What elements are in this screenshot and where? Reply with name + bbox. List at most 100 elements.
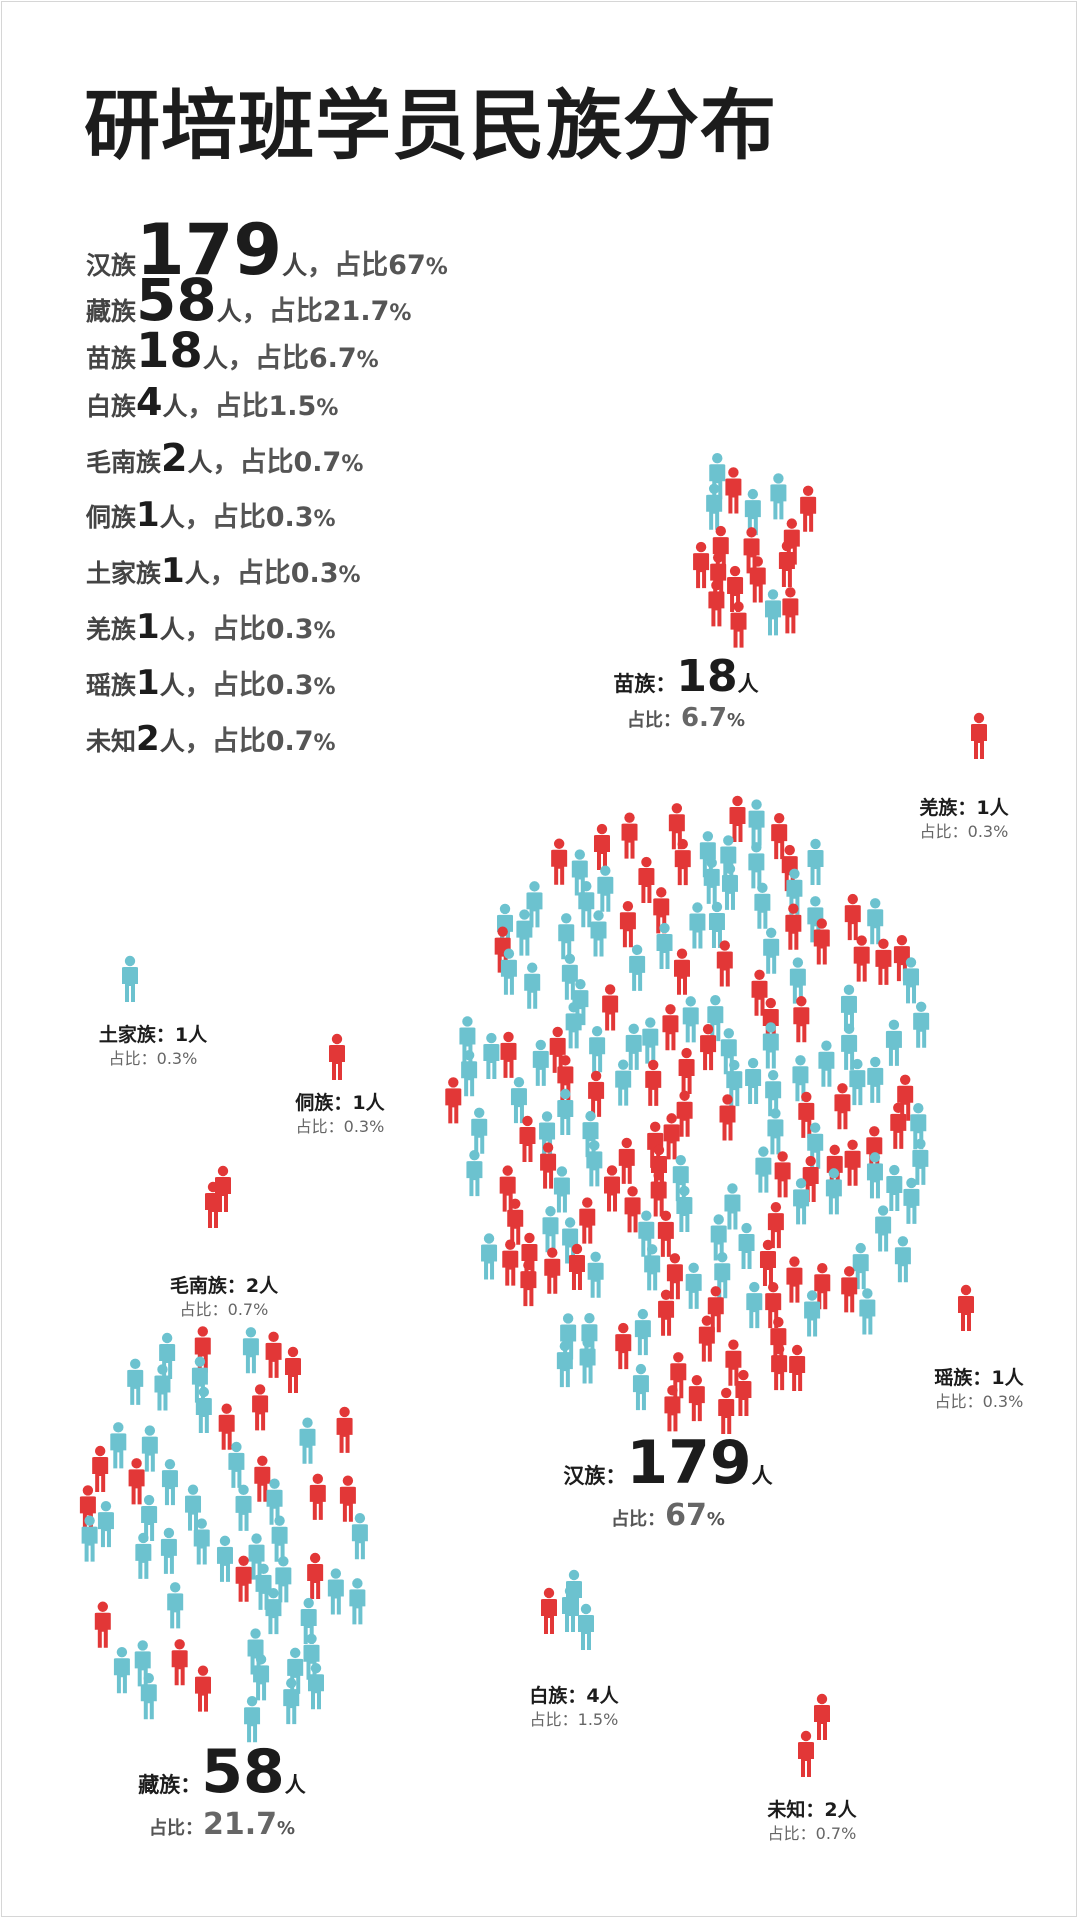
person-icon <box>500 948 517 995</box>
person-icon <box>789 957 806 1004</box>
person-icon <box>254 1455 271 1502</box>
label-han-count: 179 <box>626 1428 752 1498</box>
person-icon <box>244 1695 261 1743</box>
person-icon <box>551 838 568 885</box>
person-icon <box>128 1458 145 1505</box>
person-icon <box>565 1002 582 1049</box>
person-icon <box>841 1023 858 1070</box>
person-icon <box>656 922 673 970</box>
summary-name: 土家族 <box>86 559 162 588</box>
person-icon <box>516 909 533 956</box>
person-icon <box>724 1183 741 1230</box>
person-icon <box>710 1214 727 1261</box>
person-icon <box>615 1059 632 1106</box>
person-icon <box>336 1406 353 1453</box>
person-icon <box>526 881 543 928</box>
person-icon <box>524 962 541 1009</box>
person-icon <box>253 1654 270 1701</box>
person-icon <box>818 1040 835 1087</box>
person-icon <box>693 541 710 589</box>
person-icon <box>657 1210 674 1257</box>
person-icon <box>754 882 771 929</box>
person-icon <box>483 1032 500 1080</box>
person-icon <box>327 1568 344 1615</box>
summary-count: 18 <box>136 323 203 379</box>
person-icon <box>700 1023 717 1071</box>
person-icon <box>658 1289 675 1336</box>
person-icon <box>141 1494 158 1542</box>
person-icon <box>589 1025 606 1073</box>
person-icon <box>746 1281 763 1329</box>
label-miao-count: 18 <box>676 651 738 702</box>
person-icon <box>688 1374 705 1422</box>
person-icon <box>807 838 824 885</box>
summary-percent: ，占比0.3% <box>184 614 336 645</box>
summary-name: 苗族 <box>86 344 137 373</box>
person-icon <box>351 1513 368 1560</box>
person-icon <box>556 1340 573 1388</box>
label-qiang: 羌族：1人 占比：0.3% <box>919 797 1009 841</box>
person-icon <box>814 1263 831 1310</box>
summary-row: 苗族 18 人，占比6.7% <box>86 327 448 383</box>
person-icon <box>903 957 920 1004</box>
person-icon <box>540 1142 557 1189</box>
summary-name: 藏族 <box>86 297 137 326</box>
person-icon <box>674 838 691 886</box>
person-icon <box>349 1578 366 1625</box>
summary-name: 侗族 <box>86 503 137 532</box>
person-icon <box>519 1115 536 1162</box>
label-bai: 白族：4人 占比：1.5% <box>529 1685 619 1729</box>
person-icon <box>718 1387 735 1434</box>
summary-count: 1 <box>136 607 160 647</box>
summary-unit: 人 <box>162 392 188 421</box>
summary-unit: 人 <box>282 251 308 280</box>
person-icon <box>789 1344 806 1391</box>
person-icon <box>767 1201 784 1249</box>
summary-unit: 人 <box>187 448 213 477</box>
person-icon <box>568 1243 585 1290</box>
person-icon <box>785 903 802 950</box>
person-icon <box>615 1322 632 1370</box>
person-icon <box>662 1004 679 1051</box>
summary-percent: ，占比1.5% <box>187 391 339 422</box>
person-icon <box>195 1386 212 1434</box>
summary-row: 侗族 1 人，占比0.3% <box>86 495 448 551</box>
person-icon <box>729 795 746 842</box>
person-icon <box>593 823 610 871</box>
person-icon <box>597 865 614 912</box>
person-icon <box>588 1070 605 1117</box>
summary-row: 毛南族 2 人，占比0.7% <box>86 439 448 495</box>
person-icon <box>890 1102 907 1149</box>
summary-count: 179 <box>136 209 283 291</box>
person-icon <box>867 898 884 945</box>
person-icon <box>678 1047 695 1095</box>
label-tujia: 土家族：1人 占比：0.3% <box>98 1024 208 1068</box>
person-icon <box>625 1023 642 1070</box>
person-icon <box>689 902 706 949</box>
person-icon <box>685 1262 702 1309</box>
summary-row: 白族 4 人，占比1.5% <box>86 383 448 439</box>
person-icon <box>587 1251 604 1298</box>
person-icon <box>520 1259 537 1307</box>
summary-count: 1 <box>136 495 160 535</box>
person-icon <box>825 1168 842 1215</box>
person-icon <box>466 1149 483 1197</box>
person-icon <box>265 1587 282 1635</box>
person-icon <box>703 857 720 904</box>
person-icon <box>94 1601 111 1648</box>
summary-percent: ，占比6.7% <box>227 343 379 374</box>
person-icon <box>235 1555 252 1602</box>
person-icon <box>510 1076 527 1124</box>
label-zang: 藏族：58人 占比：21.7% <box>138 1737 306 1842</box>
person-icon <box>782 587 799 634</box>
summary-name: 羌族 <box>86 615 137 644</box>
person-icon <box>590 910 607 957</box>
person-icon <box>218 1403 235 1450</box>
person-icon <box>706 483 723 530</box>
label-zang-count: 58 <box>201 1737 285 1807</box>
summary-row: 瑶族 1 人，占比0.3% <box>86 663 448 719</box>
person-icon <box>586 1140 603 1187</box>
person-icon <box>849 1058 866 1106</box>
person-icon <box>645 1059 662 1106</box>
